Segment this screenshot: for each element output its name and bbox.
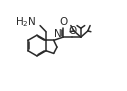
Text: H$_2$N: H$_2$N bbox=[15, 16, 36, 29]
Text: O: O bbox=[59, 17, 67, 27]
Text: O: O bbox=[68, 26, 77, 36]
Text: N: N bbox=[54, 29, 62, 39]
